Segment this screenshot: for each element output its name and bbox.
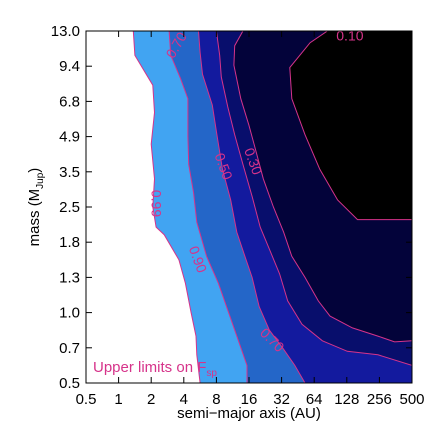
y-axis-title-sub: Jup — [35, 172, 46, 189]
annotation-sub: sp — [206, 368, 217, 379]
annotation: Upper limits on Fsp — [93, 359, 217, 379]
x-tick-label: 500 — [399, 391, 424, 408]
x-tick-label: 256 — [367, 391, 392, 408]
x-axis: 0.5 1 2 4 8 16 32 64 128 256 500 — [76, 31, 425, 408]
y-axis: 0.5 0.7 1.0 1.3 1.8 2.5 3.5 4.9 6.8 9.4 13.0 — [51, 23, 412, 392]
y-tick-label: 4.9 — [59, 129, 80, 146]
y-tick-label: 0.5 — [59, 375, 80, 392]
x-tick-label: 128 — [334, 391, 359, 408]
contour-line-0.90 — [168, 31, 248, 383]
y-tick-label: 2.5 — [59, 199, 80, 216]
x-tick-label: 16 — [241, 391, 258, 408]
plot-area: 0.990.900.700.50 0.300.100.70 — [85, 28, 413, 384]
contour-line-0.99 — [132, 31, 201, 383]
x-tick-label: 8 — [212, 391, 220, 408]
contour-line-0.50 — [215, 31, 412, 366]
y-tick-label: 1.0 — [59, 305, 80, 322]
y-axis-title: mass (MJup) — [26, 168, 46, 247]
contour-line-0.10 — [289, 31, 412, 221]
x-tick-label: 4 — [180, 391, 188, 408]
x-tick-label: 1 — [114, 391, 122, 408]
x-tick-label: 32 — [273, 391, 290, 408]
y-axis-title-end: ) — [26, 168, 43, 173]
y-tick-label: 3.5 — [59, 164, 80, 181]
x-tick-label: 64 — [306, 391, 323, 408]
y-tick-label: 0.7 — [59, 340, 80, 357]
y-tick-label: 9.4 — [59, 58, 80, 75]
contour-label-0.99-0: 0.99 — [149, 190, 165, 217]
x-tick-label: 0.5 — [76, 391, 97, 408]
contour-label-0.10-5: 0.10 — [336, 28, 363, 44]
x-tick-label: 2 — [147, 391, 155, 408]
y-axis-title-main: mass (M — [26, 189, 43, 247]
x-axis-title: semi−major axis (AU) — [177, 405, 321, 422]
y-tick-label: 6.8 — [59, 93, 80, 110]
annotation-main: Upper limits on F — [93, 359, 206, 376]
y-tick-label: 13.0 — [51, 23, 80, 40]
y-tick-label: 1.3 — [59, 269, 80, 286]
contour-fill-0.10 — [289, 31, 412, 383]
y-tick-label: 1.8 — [59, 234, 80, 251]
contour-line-0.70 — [198, 31, 306, 383]
contour-line-0.30 — [233, 31, 412, 343]
